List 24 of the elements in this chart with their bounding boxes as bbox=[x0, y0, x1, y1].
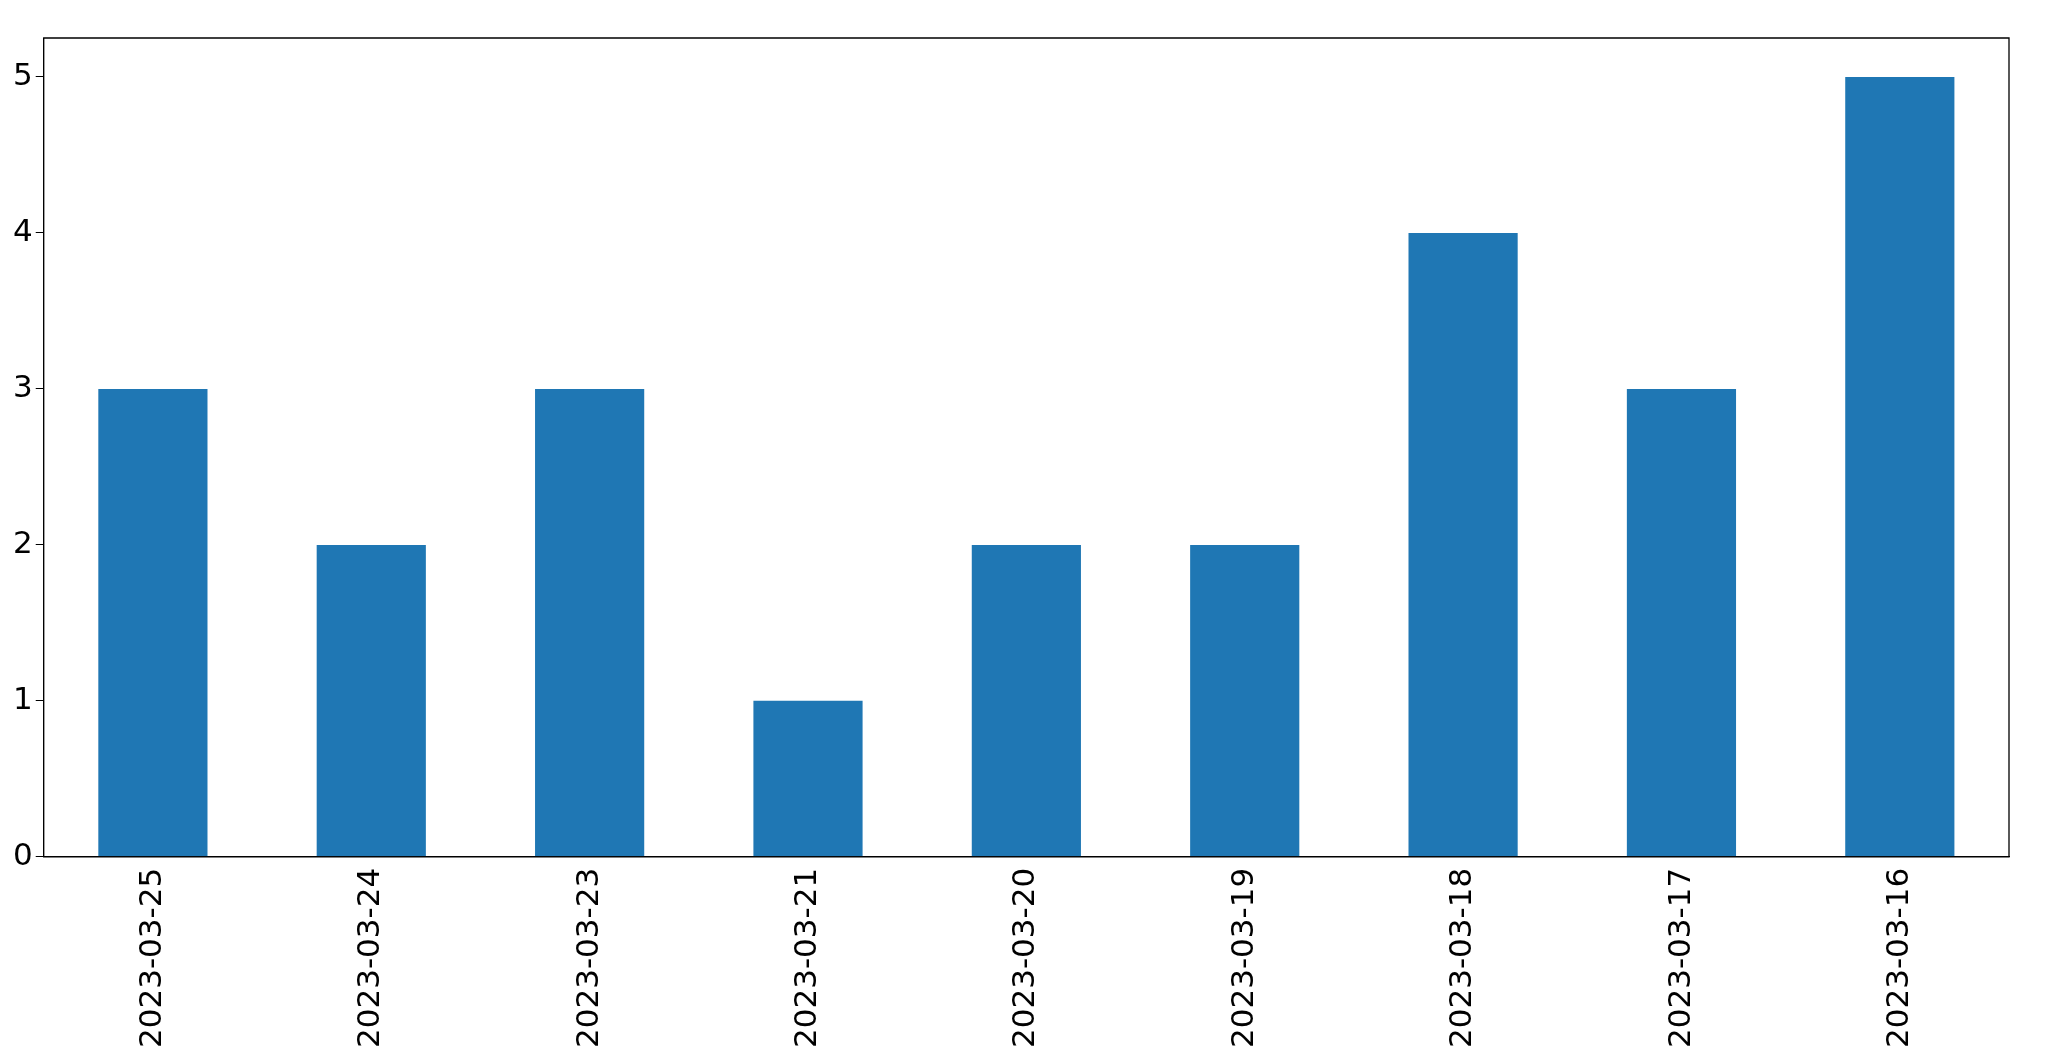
y-tick-label: 1 bbox=[12, 679, 33, 716]
bar bbox=[971, 544, 1081, 857]
x-tick-label: 2023-03-16 bbox=[1878, 867, 1915, 1049]
bar bbox=[98, 388, 208, 857]
bar bbox=[753, 700, 863, 857]
y-tick-label: 5 bbox=[12, 56, 33, 93]
y-tick-label: 4 bbox=[12, 212, 33, 249]
x-tick-label: 2023-03-18 bbox=[1442, 867, 1479, 1049]
x-tick-label: 2023-03-25 bbox=[131, 867, 168, 1049]
x-tick-label: 2023-03-20 bbox=[1005, 867, 1042, 1049]
bar bbox=[1845, 76, 1955, 857]
bar bbox=[1190, 544, 1300, 857]
y-tick-label: 3 bbox=[12, 367, 33, 404]
bar bbox=[1626, 388, 1737, 857]
x-tick-label: 2023-03-21 bbox=[787, 867, 824, 1049]
x-tick-label: 2023-03-19 bbox=[1223, 867, 1260, 1049]
x-tick-label: 2023-03-17 bbox=[1660, 867, 1697, 1049]
x-tick-label: 2023-03-24 bbox=[350, 867, 387, 1049]
y-tick-label: 0 bbox=[12, 835, 33, 872]
x-tick-label: 2023-03-23 bbox=[568, 867, 605, 1049]
bar bbox=[1408, 232, 1518, 857]
bar bbox=[535, 388, 645, 857]
bar bbox=[316, 544, 426, 857]
y-tick-label: 2 bbox=[12, 523, 33, 560]
